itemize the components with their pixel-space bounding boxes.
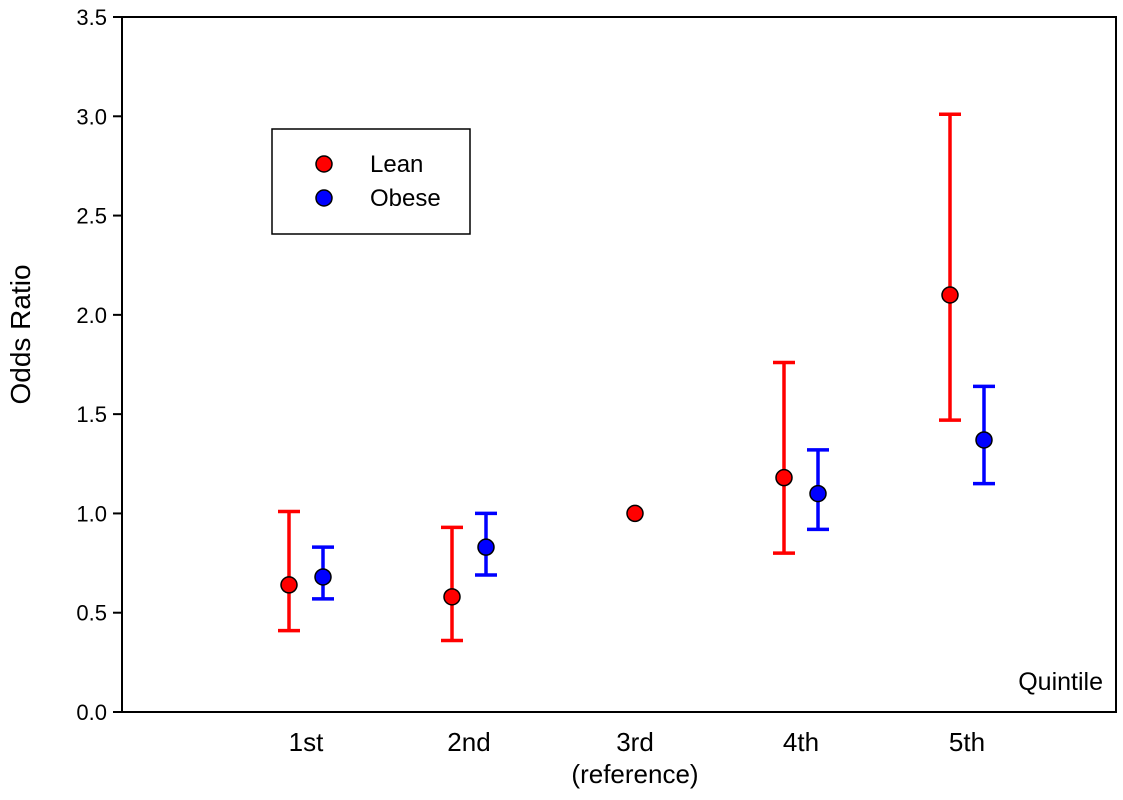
y-tick-label: 3.0 bbox=[76, 104, 107, 129]
series-lean bbox=[278, 112, 961, 643]
legend-marker bbox=[315, 189, 333, 207]
data-point bbox=[477, 538, 495, 556]
data-point bbox=[941, 286, 959, 304]
y-tick-label: 3.5 bbox=[76, 5, 107, 30]
legend: Lean Obese bbox=[271, 128, 471, 235]
x-axis: 1st 2nd 3rd(reference) 4th 5th bbox=[289, 727, 985, 789]
y-tick-label: 2.0 bbox=[76, 303, 107, 328]
legend-box bbox=[271, 128, 471, 235]
data-point bbox=[626, 504, 644, 523]
series-layer bbox=[278, 112, 995, 643]
legend-marker bbox=[315, 155, 333, 173]
legend-label: Obese bbox=[370, 185, 441, 212]
data-point bbox=[314, 568, 332, 586]
y-axis-label: Odds Ratio bbox=[5, 264, 36, 404]
x-tick-label: 1st bbox=[289, 727, 324, 757]
y-tick-label: 2.5 bbox=[76, 204, 107, 229]
series-obese bbox=[312, 384, 995, 601]
y-axis: 0.0 0.5 1.0 1.5 2.0 2.5 3.0 3.5 bbox=[76, 5, 122, 725]
x-tick-label: 5th bbox=[949, 727, 985, 757]
x-tick-label: 3rd bbox=[616, 727, 654, 757]
quintile-annotation: Quintile bbox=[1018, 668, 1103, 696]
data-point bbox=[775, 468, 793, 487]
data-point bbox=[443, 588, 461, 606]
y-tick-label: 0.5 bbox=[76, 601, 107, 626]
y-tick-label: 1.5 bbox=[76, 402, 107, 427]
x-tick-label: 4th bbox=[783, 727, 819, 757]
y-tick-label: 1.0 bbox=[76, 501, 107, 526]
legend-label: Lean bbox=[370, 151, 423, 178]
data-point bbox=[809, 484, 827, 503]
x-tick-label: 2nd bbox=[447, 727, 490, 757]
plot-area bbox=[121, 16, 1117, 713]
y-tick-label: 0.0 bbox=[76, 700, 107, 725]
data-point bbox=[280, 576, 298, 594]
x-tick-sublabel: (reference) bbox=[571, 759, 698, 789]
data-point bbox=[975, 431, 993, 449]
